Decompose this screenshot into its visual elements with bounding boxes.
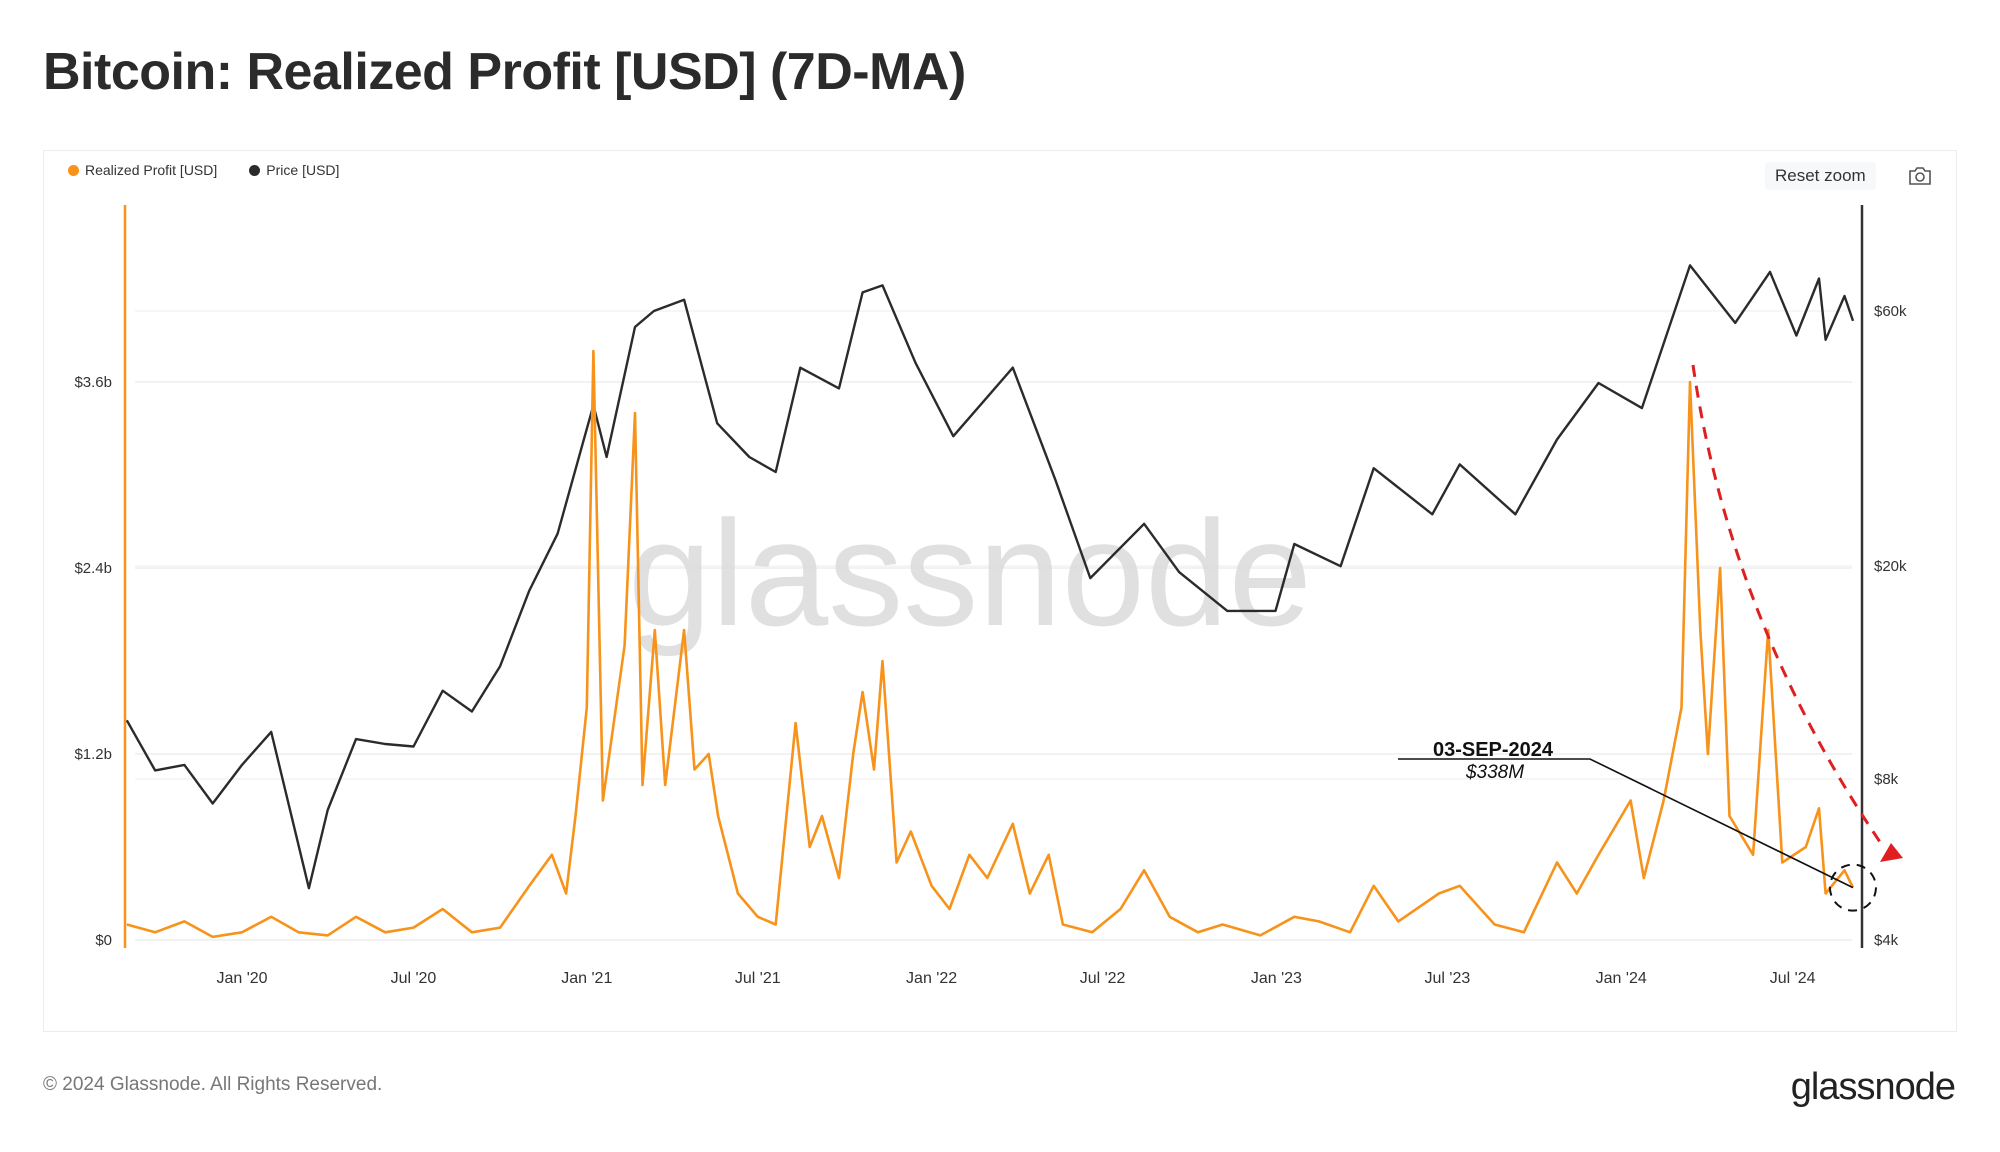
annotation-value: $338M <box>1465 762 1524 783</box>
watermark: glassnode <box>628 489 1312 657</box>
y-right-tick-label: $8k <box>1874 771 1899 788</box>
legend-item-realized-profit[interactable]: Realized Profit [USD] <box>68 162 217 178</box>
trend-arrow-line <box>1691 364 1882 843</box>
x-tick-label: Jul '22 <box>1080 970 1126 987</box>
x-tick-label: Jan '24 <box>1596 970 1647 987</box>
legend-item-price[interactable]: Price [USD] <box>249 162 339 178</box>
y-right-tick-label: $20k <box>1874 558 1907 575</box>
y-left-tick-label: $0 <box>95 932 112 949</box>
trend-arrow-head <box>1880 843 1903 862</box>
series <box>125 264 1855 939</box>
x-tick-label: Jan '23 <box>1251 970 1302 987</box>
annotation-date: 03-SEP-2024 <box>1433 739 1554 761</box>
copyright: © 2024 Glassnode. All Rights Reserved. <box>43 1074 383 1095</box>
legend-dot <box>249 164 261 176</box>
x-tick-label: Jan '22 <box>906 970 957 987</box>
legend: Realized Profit [USD] Price [USD] <box>68 162 339 178</box>
y-left-tick-label: $2.4b <box>74 560 112 577</box>
grid <box>135 310 1852 941</box>
glassnode-logo: glassnode <box>1790 1066 1956 1108</box>
y-left-tick-label: $3.6b <box>74 374 112 391</box>
x-tick-label: Jul '20 <box>391 970 437 987</box>
camera-icon[interactable] <box>1908 166 1932 186</box>
legend-label: Realized Profit [USD] <box>85 162 218 178</box>
annotations: 03-SEP-2024$338M <box>1398 364 1903 912</box>
legend-label: Price [USD] <box>266 162 340 178</box>
x-tick-label: Jul '24 <box>1770 970 1816 987</box>
page-title: Bitcoin: Realized Profit [USD] (7D-MA) <box>43 43 966 101</box>
axes: $0 $1.2b $2.4b $3.6b $4k $8k $20k $60k Jan '20 Ju… <box>74 205 1907 987</box>
reset-zoom-button[interactable]: Reset zoom <box>1765 162 1876 190</box>
x-tick-label: Jan '20 <box>216 970 267 987</box>
y-left-tick-label: $1.2b <box>74 746 112 763</box>
x-tick-label: Jan '21 <box>561 970 612 987</box>
x-tick-label: Jul '23 <box>1425 970 1471 987</box>
annotation-leader-line <box>1398 758 1854 889</box>
y-right-tick-label: $60k <box>1874 303 1907 320</box>
y-right-tick-label: $4k <box>1874 932 1899 949</box>
chart-frame <box>43 150 1957 1032</box>
x-tick-label: Jul '21 <box>735 970 781 987</box>
legend-dot <box>68 164 79 176</box>
annotation-highlight-circle <box>1828 863 1877 912</box>
price-line <box>125 264 1855 890</box>
